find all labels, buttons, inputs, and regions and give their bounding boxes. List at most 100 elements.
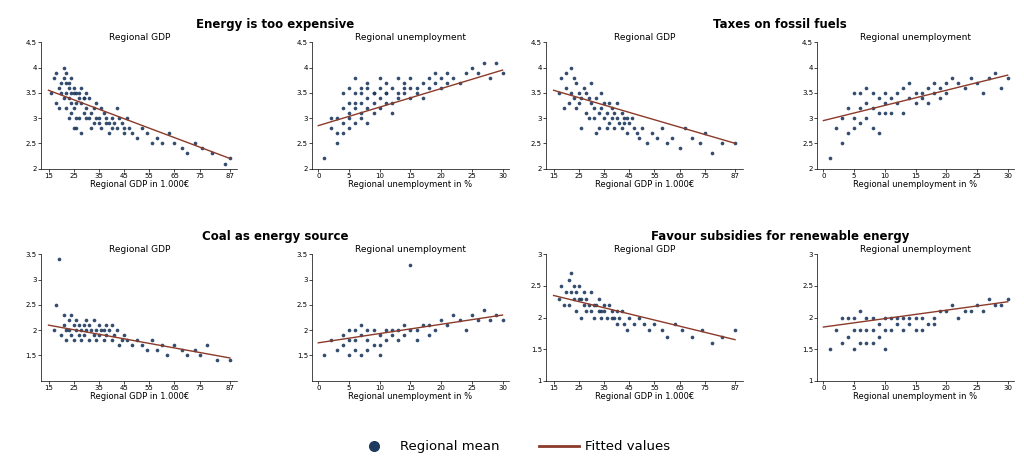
Point — [560, 301, 577, 309]
Point — [551, 89, 567, 96]
Point — [335, 89, 351, 96]
Point — [558, 84, 574, 92]
Point — [883, 94, 899, 102]
Point — [159, 352, 175, 359]
Point — [593, 307, 609, 315]
Title: Regional unemployment: Regional unemployment — [860, 245, 971, 254]
Point — [907, 99, 924, 107]
Point — [889, 320, 905, 328]
Point — [78, 316, 94, 324]
Point — [601, 99, 617, 107]
Point — [119, 337, 135, 344]
Point — [71, 331, 87, 339]
Point — [581, 301, 597, 309]
Point — [944, 74, 961, 81]
Point — [341, 125, 357, 132]
Point — [877, 345, 893, 353]
Point — [53, 89, 70, 96]
Point — [870, 94, 887, 102]
Point — [409, 89, 425, 96]
Point — [840, 333, 856, 340]
Point — [889, 314, 905, 321]
Point — [114, 337, 130, 344]
Point — [372, 74, 388, 81]
Point — [329, 140, 345, 147]
Point — [864, 339, 881, 346]
Title: Regional unemployment: Regional unemployment — [355, 32, 466, 41]
Point — [938, 79, 954, 86]
Point — [714, 140, 730, 147]
Point — [603, 104, 620, 112]
Point — [98, 331, 115, 339]
Point — [913, 89, 930, 96]
Point — [402, 261, 419, 268]
Point — [83, 125, 99, 132]
Point — [55, 74, 72, 81]
Point — [476, 59, 493, 66]
Point — [834, 140, 850, 147]
Point — [390, 327, 407, 334]
Point — [658, 140, 675, 147]
Point — [372, 331, 388, 339]
Point — [93, 125, 110, 132]
Point — [48, 301, 65, 309]
Point — [143, 337, 160, 344]
Point — [116, 331, 132, 339]
Point — [91, 114, 108, 122]
Text: Taxes on fossil fuels: Taxes on fossil fuels — [713, 17, 847, 31]
Point — [415, 94, 431, 102]
Point — [83, 327, 99, 334]
Point — [895, 84, 911, 92]
Point — [81, 337, 97, 344]
Point — [591, 295, 607, 302]
Point — [66, 337, 82, 344]
Point — [858, 327, 874, 334]
Point — [727, 140, 743, 147]
Point — [390, 74, 407, 81]
Point — [390, 89, 407, 96]
Point — [563, 89, 580, 96]
Point — [840, 104, 856, 112]
Point — [60, 94, 77, 102]
Point — [128, 337, 144, 344]
Point — [488, 311, 505, 319]
Point — [93, 327, 110, 334]
Point — [390, 94, 407, 102]
Point — [359, 84, 376, 92]
Point — [591, 125, 607, 132]
Point — [938, 307, 954, 315]
Point — [409, 327, 425, 334]
Point — [58, 337, 75, 344]
Point — [68, 114, 84, 122]
Point — [626, 320, 642, 328]
Point — [616, 320, 633, 328]
Point — [53, 331, 70, 339]
Point — [116, 125, 132, 132]
Point — [199, 342, 215, 349]
Point — [852, 339, 868, 346]
Point — [907, 89, 924, 96]
Point — [969, 301, 985, 309]
Point — [932, 94, 948, 102]
Point — [883, 327, 899, 334]
Point — [611, 314, 628, 321]
Text: Coal as energy source: Coal as energy source — [202, 230, 348, 243]
Point — [119, 114, 135, 122]
Point — [584, 99, 600, 107]
Point — [114, 119, 130, 127]
Point — [956, 84, 973, 92]
Point — [616, 114, 633, 122]
Point — [86, 331, 102, 339]
Point — [421, 321, 437, 329]
Point — [439, 321, 456, 329]
Point — [421, 84, 437, 92]
Point — [83, 109, 99, 117]
Point — [579, 295, 595, 302]
Point — [613, 109, 630, 117]
Point — [222, 155, 239, 162]
Point — [593, 314, 609, 321]
Point — [584, 307, 600, 315]
Point — [396, 79, 413, 86]
Point — [684, 333, 700, 340]
Point — [568, 104, 585, 112]
